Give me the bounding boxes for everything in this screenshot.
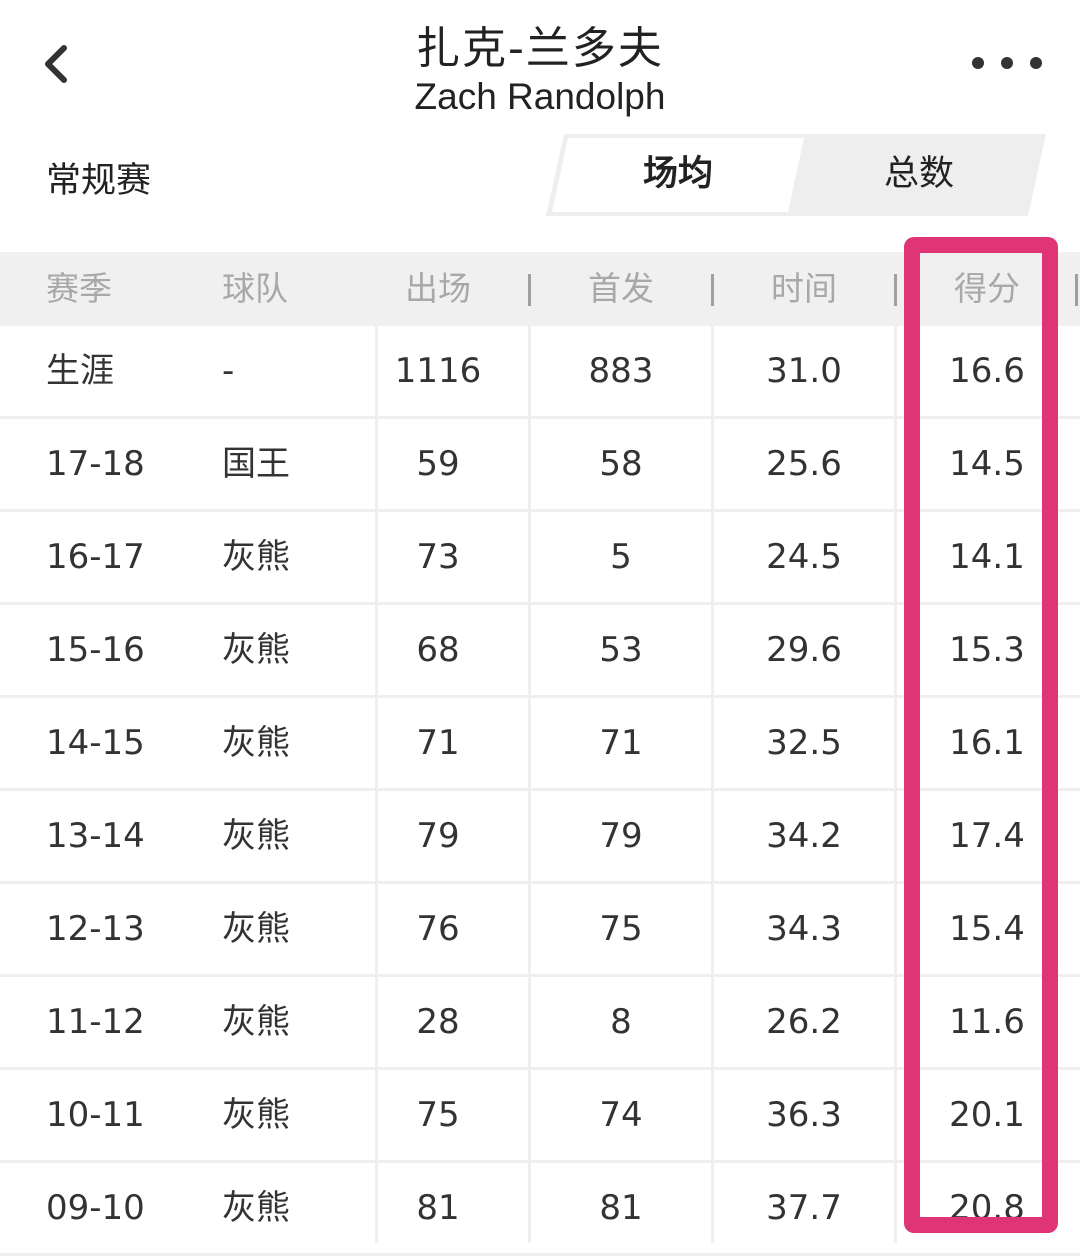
cell-team: 灰熊 [222,1002,290,1042]
cell-points: 17.4 [949,816,1025,856]
season-row[interactable]: 14-15 灰熊 71 71 32.5 16.1 [0,698,1080,791]
cell-starts: 81 [599,1188,643,1228]
cell-team: 灰熊 [222,1188,290,1228]
more-dots-icon [972,57,984,69]
table-header: 赛季 球队 出场 首发 时间 得分 [0,252,1080,326]
top-bar: 扎克-兰多夫 Zach Randolph [0,0,1080,130]
th-team[interactable]: 球队 [222,269,288,308]
cell-season: 生涯 [46,351,114,391]
player-name-en: Zach Randolph [414,76,666,117]
cell-season: 12-13 [46,909,145,949]
cell-points: 14.5 [949,444,1025,484]
cell-starts: 74 [599,1095,643,1135]
cell-games: 76 [416,909,460,949]
cell-season: 10-11 [46,1095,145,1135]
player-name-cn: 扎克-兰多夫 [416,23,664,74]
column-separator [894,274,897,306]
column-separator [528,274,531,306]
tab-per-game[interactable]: 场均 [642,154,713,194]
cell-team: 灰熊 [222,723,290,763]
cell-minutes: 32.5 [766,723,842,763]
season-type-label: 常规赛 [46,161,152,201]
stat-mode-toggle: 场均 总数 [546,134,1046,216]
cell-starts: 53 [599,630,643,670]
cell-starts: 58 [599,444,643,484]
cell-team: - [222,351,235,391]
cell-starts: 8 [610,1002,632,1042]
column-separator [1075,274,1078,306]
cell-minutes: 26.2 [766,1002,842,1042]
cell-games: 73 [416,537,460,577]
cell-team: 灰熊 [222,1095,290,1135]
cell-games: 59 [416,444,460,484]
season-row[interactable]: 13-14 灰熊 79 79 34.2 17.4 [0,791,1080,884]
cell-starts: 79 [599,816,643,856]
cell-minutes: 29.6 [766,630,842,670]
th-games[interactable]: 出场 [405,269,471,308]
cell-team: 国王 [222,444,290,484]
cell-minutes: 36.3 [766,1095,842,1135]
season-row[interactable]: 17-18 国王 59 58 25.6 14.5 [0,419,1080,512]
cell-points: 15.4 [949,909,1025,949]
cell-games: 79 [416,816,460,856]
cell-team: 灰熊 [222,909,290,949]
cell-games: 1116 [394,351,482,391]
column-divider [894,326,897,1243]
column-divider [375,326,378,1243]
cell-minutes: 34.2 [766,816,842,856]
cell-starts: 883 [588,351,654,391]
cell-games: 75 [416,1095,460,1135]
career-row[interactable]: 生涯 - 1116 883 31.0 16.6 [0,326,1080,419]
cell-season: 17-18 [46,444,145,484]
cell-season: 16-17 [46,537,145,577]
cell-games: 68 [416,630,460,670]
cell-points: 11.6 [949,1002,1025,1042]
cell-minutes: 34.3 [766,909,842,949]
season-row[interactable]: 11-12 灰熊 28 8 26.2 11.6 [0,977,1080,1070]
cell-season: 13-14 [46,816,145,856]
th-minutes[interactable]: 时间 [771,269,837,308]
column-divider [711,326,714,1243]
season-row[interactable]: 10-11 灰熊 75 74 36.3 20.1 [0,1070,1080,1163]
column-divider [528,326,531,1243]
cell-team: 灰熊 [222,816,290,856]
cell-starts: 71 [599,723,643,763]
cell-season: 15-16 [46,630,145,670]
cell-team: 灰熊 [222,630,290,670]
points-column-highlight [904,237,1058,1233]
season-row[interactable]: 15-16 灰熊 68 53 29.6 15.3 [0,605,1080,698]
cell-games: 71 [416,723,460,763]
cell-starts: 75 [599,909,643,949]
cell-points: 20.1 [949,1095,1025,1135]
cell-starts: 5 [610,537,632,577]
cell-season: 14-15 [46,723,145,763]
cell-minutes: 37.7 [766,1188,842,1228]
season-row[interactable]: 16-17 灰熊 73 5 24.5 14.1 [0,512,1080,605]
cell-points: 15.3 [949,630,1025,670]
cell-minutes: 31.0 [766,351,842,391]
th-season[interactable]: 赛季 [46,269,112,308]
cell-minutes: 24.5 [766,537,842,577]
more-button[interactable] [972,46,1042,80]
cell-games: 28 [416,1002,460,1042]
season-row[interactable]: 12-13 灰熊 76 75 34.3 15.4 [0,884,1080,977]
cell-games: 81 [416,1188,460,1228]
cell-season: 11-12 [46,1002,145,1042]
cell-points: 14.1 [949,537,1025,577]
th-starts[interactable]: 首发 [588,269,654,308]
cell-team: 灰熊 [222,537,290,577]
cell-points: 16.6 [949,351,1025,391]
cell-points: 16.1 [949,723,1025,763]
back-button[interactable] [30,36,80,92]
cell-minutes: 25.6 [766,444,842,484]
column-separator [711,274,714,306]
chevron-left-icon [45,45,67,83]
tab-totals[interactable]: 总数 [883,154,954,194]
th-points[interactable]: 得分 [954,269,1020,308]
cell-season: 09-10 [46,1188,145,1228]
